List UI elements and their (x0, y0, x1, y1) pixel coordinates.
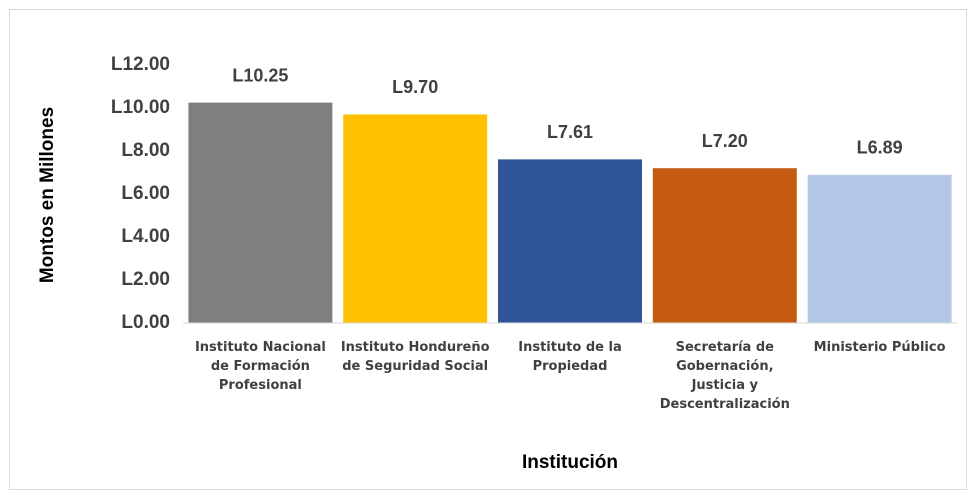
x-tick-label: Instituto Hondureño de Seguridad Social (340, 340, 490, 374)
data-label: L7.61 (547, 122, 593, 142)
y-tick-label: L10.00 (111, 97, 170, 118)
data-label: L10.25 (232, 65, 288, 85)
data-label: L6.89 (857, 138, 903, 158)
x-axis-label: Institución (522, 452, 618, 473)
y-tick-label: L12.00 (111, 54, 170, 75)
y-tick-label: L2.00 (121, 269, 170, 290)
y-tick-label: L8.00 (121, 140, 170, 161)
x-tick-label-box: Instituto de la Propiedad (518, 340, 622, 374)
x-tick-label: Instituto Nacional de Formación Profesio… (194, 340, 326, 393)
x-tick-label-box: Instituto Nacional de Formación Profesio… (194, 340, 326, 393)
x-tick-label-box: Instituto Hondureño de Seguridad Social (340, 340, 490, 374)
y-tick-label: L6.00 (121, 183, 170, 204)
data-label: L7.20 (702, 131, 748, 151)
chart-frame (9, 9, 967, 490)
bar (343, 114, 488, 323)
bar (652, 168, 797, 323)
x-tick-label-box: Ministerio Público (813, 340, 946, 355)
data-label: L9.70 (392, 77, 438, 97)
y-tick-label: L0.00 (121, 312, 170, 333)
bar (807, 174, 952, 323)
x-tick-label: Secretaría de Gobernación, Justicia y De… (659, 340, 790, 412)
bar (188, 102, 333, 323)
y-tick-label: L4.00 (121, 226, 170, 247)
bar (498, 159, 642, 323)
x-tick-label-box: Secretaría de Gobernación, Justicia y De… (659, 340, 790, 412)
x-tick-label: Ministerio Público (813, 340, 946, 355)
y-axis-label: Montos en Millones (37, 107, 58, 283)
x-tick-label: Instituto de la Propiedad (518, 340, 622, 374)
